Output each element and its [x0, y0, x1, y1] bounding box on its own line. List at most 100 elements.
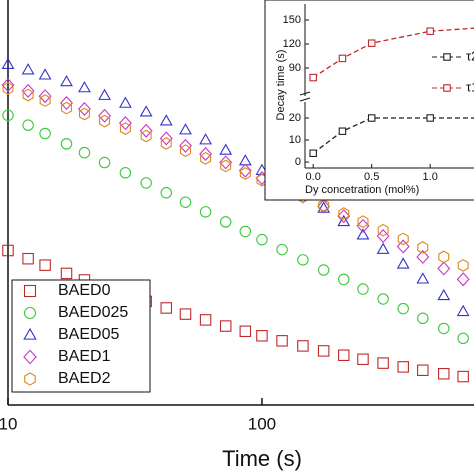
x-axis-label: Time (s): [222, 446, 302, 471]
inset-x-tick-label: 0.5: [364, 171, 379, 183]
marker: [219, 143, 233, 155]
marker: [118, 116, 132, 131]
marker: [456, 272, 470, 287]
marker: [356, 228, 370, 240]
marker: [78, 81, 91, 93]
marker: [39, 127, 51, 140]
marker: [438, 250, 450, 264]
marker: [39, 259, 51, 271]
marker: [456, 304, 470, 317]
inset-legend-marker: [443, 84, 451, 92]
marker: [119, 167, 132, 179]
marker: [437, 261, 451, 276]
marker: [417, 364, 429, 376]
legend-label: BAED05: [58, 326, 119, 343]
inset-y-tick-label: 10: [289, 134, 301, 146]
inset-legend-label: τ1: [466, 79, 474, 94]
marker: [417, 312, 429, 325]
inset-y-label: Decay time (s): [275, 50, 287, 121]
marker: [140, 177, 152, 189]
inset-legend-label: τ2: [466, 48, 474, 63]
marker: [396, 257, 410, 269]
marker: [39, 94, 51, 107]
marker: [317, 345, 330, 357]
marker: [22, 252, 34, 265]
inset-y-tick-label: 20: [289, 112, 301, 124]
marker: [60, 267, 73, 280]
marker: [21, 63, 35, 75]
marker: [318, 198, 330, 212]
marker: [338, 207, 350, 220]
marker: [396, 239, 410, 254]
inset-x-label: Dy concetration (mol%): [305, 184, 419, 196]
marker: [21, 83, 35, 98]
marker: [367, 114, 376, 122]
marker: [219, 216, 232, 228]
marker: [199, 133, 213, 145]
marker: [160, 187, 173, 199]
marker: [297, 254, 309, 266]
marker: [356, 218, 370, 233]
marker: [219, 320, 232, 332]
marker: [416, 272, 430, 284]
marker: [139, 123, 153, 138]
legend-label: BAED2: [58, 370, 111, 387]
x-tick-label: 10: [0, 414, 17, 433]
marker: [438, 322, 450, 335]
legend-box: [11, 279, 151, 393]
marker: [159, 114, 173, 126]
inset-y-tick-label: 150: [283, 14, 301, 26]
marker: [457, 259, 469, 272]
inset-y-tick-label: 90: [289, 62, 301, 74]
marker: [239, 167, 251, 180]
marker: [140, 129, 152, 143]
marker: [179, 138, 192, 153]
marker: [357, 215, 369, 228]
inset-x-tick-label: 0.0: [306, 171, 321, 183]
marker: [337, 214, 351, 227]
marker: [160, 302, 173, 314]
marker: [417, 241, 429, 254]
legend-label: BAED1: [58, 348, 111, 365]
marker: [179, 308, 192, 320]
marker: [2, 244, 14, 257]
marker: [309, 73, 317, 82]
marker: [338, 54, 347, 63]
marker: [2, 109, 14, 122]
marker: [60, 138, 73, 150]
marker: [457, 370, 469, 383]
marker: [357, 283, 369, 295]
marker: [98, 156, 111, 169]
marker: [338, 273, 350, 286]
marker: [238, 154, 252, 166]
marker: [219, 155, 233, 170]
marker: [397, 302, 409, 315]
marker: [338, 127, 347, 135]
marker: [416, 249, 430, 264]
legend-marker: [23, 327, 37, 340]
inset-box: [264, 0, 474, 201]
marker: [397, 361, 409, 373]
marker: [38, 68, 52, 80]
legend-marker: [23, 306, 37, 320]
legend-marker: [23, 349, 37, 365]
legend-label: BAED0: [58, 282, 111, 299]
marker: [159, 131, 173, 146]
marker: [239, 325, 252, 338]
marker: [438, 367, 450, 380]
legend-marker: [24, 372, 36, 386]
marker: [179, 123, 192, 135]
axis-break: [299, 91, 311, 102]
marker: [377, 223, 389, 237]
marker: [99, 114, 111, 128]
marker: [220, 159, 232, 173]
marker: [199, 146, 213, 162]
marker: [199, 206, 212, 218]
marker: [238, 163, 252, 178]
marker: [179, 144, 192, 157]
marker: [1, 57, 15, 69]
marker: [98, 88, 111, 100]
inset-x-tick-label: 1.0: [423, 171, 438, 183]
legend: BAED0 BAED025 BAED05 BAED1 BAED2: [23, 282, 128, 387]
marker: [357, 353, 369, 365]
